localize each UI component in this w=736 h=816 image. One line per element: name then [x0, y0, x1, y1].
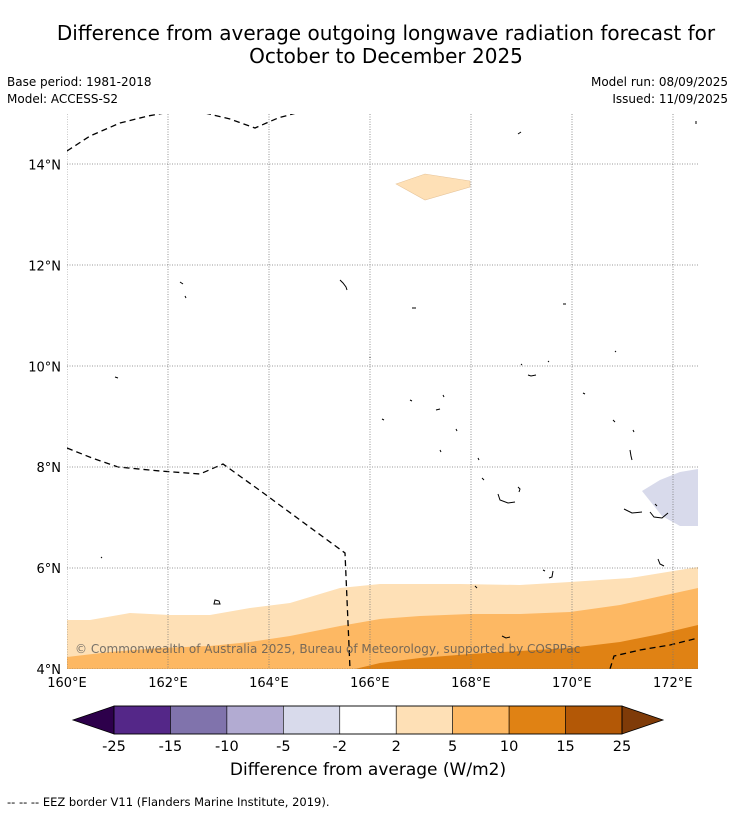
- lat-tick-label: 10°N: [28, 360, 61, 375]
- colorbar-over-arrow: [621, 705, 665, 735]
- meta-right: Model run: 08/09/2025 Issued: 11/09/2025: [591, 74, 728, 108]
- base-period: Base period: 1981-2018: [7, 75, 152, 89]
- copyright-watermark: © Commonwealth of Australia 2025, Bureau…: [75, 642, 580, 656]
- colorbar-bin: [452, 705, 510, 735]
- colorbar-tick-label: -15: [159, 739, 183, 755]
- lon-tick-label: 170°E: [552, 676, 592, 691]
- lon-tick-label: 168°E: [451, 676, 491, 691]
- title-line-1: Difference from average outgoing longwav…: [56, 21, 716, 45]
- colorbar-tick-label: 5: [448, 739, 457, 755]
- lat-tick-label: 6°N: [37, 562, 62, 577]
- chart-title: Difference from average outgoing longwav…: [0, 22, 736, 68]
- colorbar-bin: [226, 705, 284, 735]
- colorbar-tick-label: 2: [392, 739, 401, 755]
- anomaly-region-2-to-5-north: [395, 173, 471, 201]
- longitude-tick-labels: 160°E 162°E 164°E 166°E 168°E 170°E 172°E: [47, 676, 692, 691]
- colorbar: -25 -15 -10 -5 -2 2 5 10 15 25: [71, 705, 665, 755]
- anomaly-region-10-to-15: [355, 625, 698, 669]
- colorbar-tick-label: 15: [556, 739, 574, 755]
- anomaly-region-minus5-to-minus2: [642, 469, 698, 526]
- lat-tick-label: 8°N: [37, 461, 62, 476]
- latitude-tick-labels: 4°N 6°N 8°N 10°N 12°N 14°N: [28, 158, 61, 678]
- colorbar-title: Difference from average (W/m2): [229, 760, 507, 780]
- lon-tick-label: 164°E: [249, 676, 289, 691]
- eez-border-lines: [67, 114, 698, 669]
- anomaly-region-5-to-10: [67, 588, 698, 669]
- lat-tick-label: 12°N: [28, 259, 61, 274]
- colorbar-tick-labels: -25 -15 -10 -5 -2 2 5 10 15 25: [102, 739, 631, 755]
- island-outlines: [100, 121, 697, 639]
- eez-footnote: -- -- -- EEZ border V11 (Flanders Marine…: [7, 795, 330, 809]
- colorbar-tick-label: -5: [276, 739, 290, 755]
- lon-tick-label: 166°E: [350, 676, 390, 691]
- lon-tick-label: 172°E: [653, 676, 693, 691]
- lon-tick-label: 160°E: [47, 676, 87, 691]
- lon-tick-label: 162°E: [148, 676, 188, 691]
- lat-tick-label: 4°N: [37, 663, 62, 678]
- model-name: Model: ACCESS-S2: [7, 92, 119, 106]
- colorbar-bin: [113, 705, 171, 735]
- colorbar-tick-label: -2: [333, 739, 347, 755]
- colorbar-bin: [339, 705, 397, 735]
- issued-date: Issued: 11/09/2025: [612, 92, 728, 106]
- colorbar-bins: [113, 705, 623, 735]
- title-line-2: October to December 2025: [249, 44, 523, 68]
- colorbar-bin: [508, 705, 566, 735]
- map-gridlines: [67, 114, 698, 669]
- colorbar-bin: [395, 705, 453, 735]
- model-run: Model run: 08/09/2025: [590, 75, 728, 89]
- colorbar-tick-label: -25: [102, 739, 126, 755]
- colorbar-tick-label: -10: [215, 739, 239, 755]
- map-plot-area: © Commonwealth of Australia 2025, Bureau…: [67, 114, 698, 669]
- colorbar-bin: [283, 705, 341, 735]
- colorbar-bin: [170, 705, 228, 735]
- lat-tick-label: 14°N: [28, 158, 61, 173]
- colorbar-frame: [113, 705, 623, 735]
- colorbar-under-arrow: [71, 705, 115, 735]
- colorbar-tick-label: 10: [500, 739, 518, 755]
- colorbar-tick-label: 25: [613, 739, 631, 755]
- meta-left: Base period: 1981-2018 Model: ACCESS-S2: [7, 74, 152, 108]
- colorbar-bin: [565, 705, 623, 735]
